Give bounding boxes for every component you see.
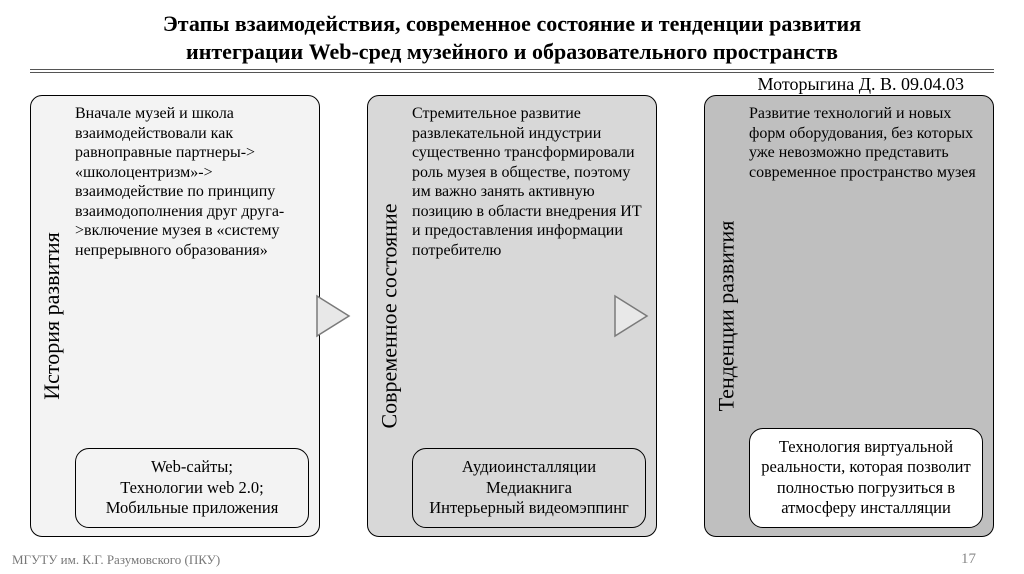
footer-org: МГУТУ им. К.Г. Разумовского (ПКУ)	[12, 552, 220, 568]
title-line-2: интеграции Web-сред музейного и образова…	[30, 38, 994, 66]
column-label: Тенденции развития	[713, 221, 739, 412]
column-trends: Тенденции развития Развитие технологий и…	[704, 95, 994, 537]
column-main-text: Развитие технологий и новых форм оборудо…	[749, 104, 983, 422]
columns-container: История развития Вначале музей и школа в…	[30, 95, 994, 537]
arrow-icon	[313, 292, 353, 340]
column-main-text: Вначале музей и школа взаимодействовали …	[75, 104, 309, 442]
column-label: Современное состояние	[376, 203, 402, 428]
column-label-wrap: Современное состояние	[368, 96, 410, 536]
slide: Этапы взаимодействия, современное состоя…	[0, 0, 1024, 574]
column-history: История развития Вначале музей и школа в…	[30, 95, 320, 537]
column-subbox: Web-сайты;Технологии web 2.0;Мобильные п…	[75, 448, 309, 528]
title-line-1: Этапы взаимодействия, современное состоя…	[30, 10, 994, 38]
column-body: Вначале музей и школа взаимодействовали …	[73, 96, 319, 536]
column-label: История развития	[39, 232, 65, 400]
page-title: Этапы взаимодействия, современное состоя…	[30, 10, 994, 73]
column-body: Развитие технологий и новых форм оборудо…	[747, 96, 993, 536]
arrow-icon	[611, 292, 651, 340]
column-subbox: Технология виртуальной реальности, котор…	[749, 428, 983, 529]
column-main-text: Стремительное развитие развлекательной и…	[412, 104, 646, 442]
column-label-wrap: Тенденции развития	[705, 96, 747, 536]
column-subbox: АудиоинсталляцииМедиакнигаИнтерьерный ви…	[412, 448, 646, 528]
page-number: 17	[961, 551, 976, 568]
arrow-shape	[317, 296, 349, 336]
author-label: Моторыгина Д. В. 09.04.03	[758, 74, 964, 95]
arrow-shape	[615, 296, 647, 336]
column-label-wrap: История развития	[31, 96, 73, 536]
